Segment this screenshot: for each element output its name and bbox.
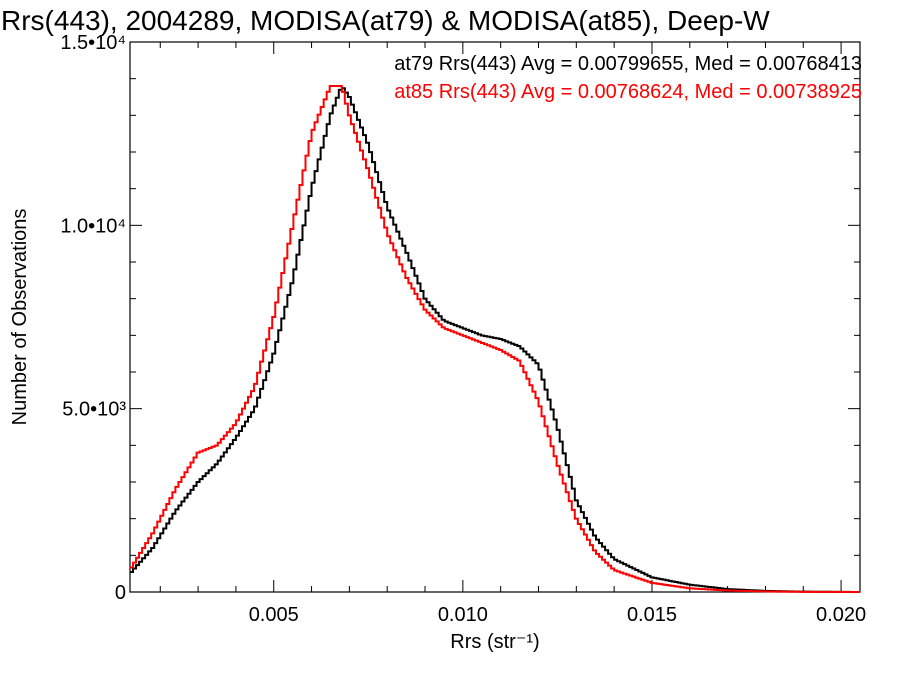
y-tick-label: 5.0•10³ xyxy=(62,399,126,421)
series-line-at85 xyxy=(130,85,861,593)
series-line-at79 xyxy=(130,87,861,593)
x-tick-label: 0.020 xyxy=(816,604,866,626)
y-axis-label: Number of Observations xyxy=(9,209,31,426)
legend-entry-at79: at79 Rrs(443) Avg = 0.00799655, Med = 0.… xyxy=(394,53,862,75)
y-axis: 0 5.0•10³ 1.0•10⁴ 1.5•10⁴ xyxy=(60,32,860,604)
y-tick-label: 1.5•10⁴ xyxy=(60,32,126,54)
x-axis-label: Rrs (str⁻¹) xyxy=(450,631,539,653)
x-tick-label: 0.005 xyxy=(249,604,299,626)
legend: at79 Rrs(443) Avg = 0.00799655, Med = 0.… xyxy=(394,53,862,103)
chart-title: Rrs(443), 2004289, MODISA(at79) & MODISA… xyxy=(1,5,770,36)
x-axis: 0.005 0.010 0.015 0.020 xyxy=(159,42,866,626)
legend-entry-at85: at85 Rrs(443) Avg = 0.00768624, Med = 0.… xyxy=(394,81,862,103)
y-tick-label: 1.0•10⁴ xyxy=(60,215,126,237)
x-tick-label: 0.015 xyxy=(627,604,677,626)
plot-frame xyxy=(129,41,861,593)
x-tick-label: 0.010 xyxy=(438,604,488,626)
series-layer xyxy=(130,85,861,593)
y-tick-label: 0 xyxy=(115,582,126,604)
